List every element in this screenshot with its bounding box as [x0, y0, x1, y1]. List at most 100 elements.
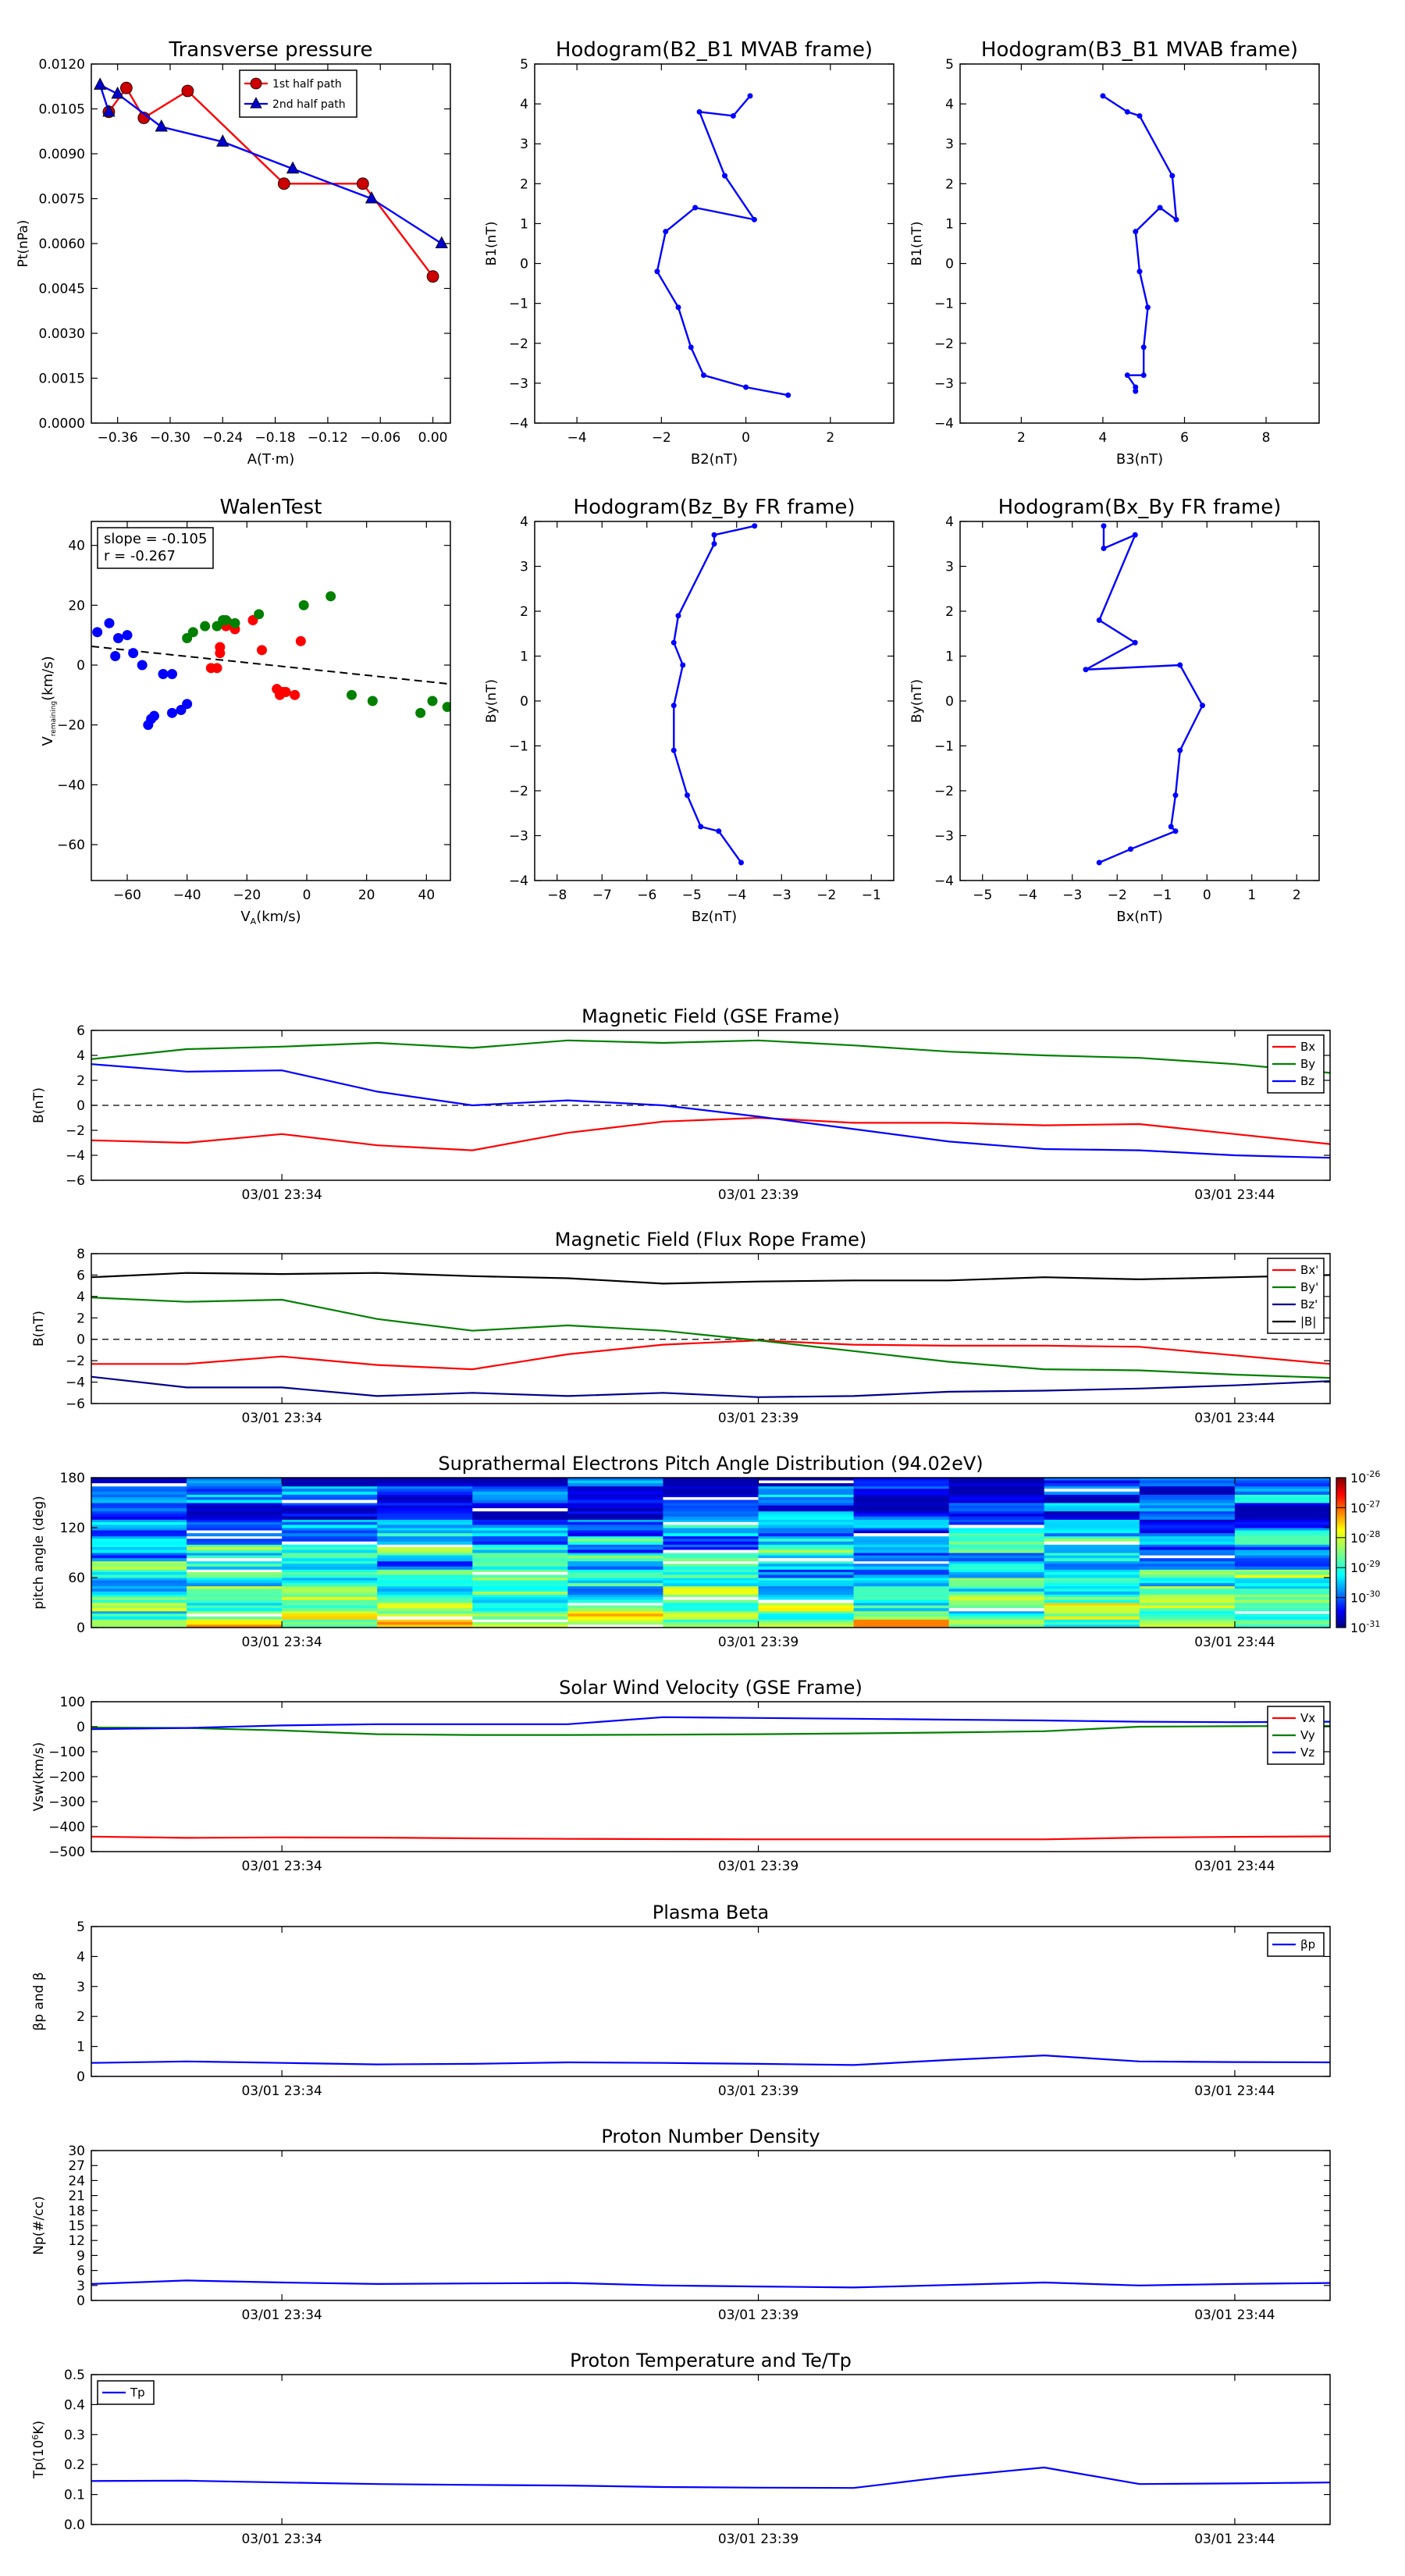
heatmap-cell: [187, 1546, 283, 1550]
heatmap-cell: [1234, 1480, 1330, 1484]
x-tick-label: −3: [1062, 888, 1082, 903]
heatmap-cell: [948, 1485, 1045, 1489]
heatmap-cell: [472, 1503, 568, 1507]
heatmap-cell: [1139, 1564, 1236, 1567]
heatmap-cell: [948, 1610, 1045, 1614]
heatmap-cell: [1139, 1550, 1236, 1553]
y-tick-label: 100: [60, 1695, 85, 1710]
heatmap-cell: [91, 1525, 187, 1528]
heatmap-cell: [567, 1525, 663, 1528]
y-tick-label: 0: [76, 1332, 85, 1348]
plot-area: [91, 1478, 1330, 1628]
heatmap-cell: [1234, 1485, 1330, 1489]
heatmap-cell: [567, 1541, 663, 1545]
heatmap-cell: [948, 1550, 1045, 1553]
heatmap-cell: [853, 1608, 950, 1612]
heatmap-cell: [663, 1508, 759, 1512]
series-s1-line: [91, 2279, 1330, 2289]
heatmap-cell: [1234, 1578, 1330, 1582]
heatmap-cell: [1044, 1496, 1140, 1500]
heatmap-cell: [472, 1516, 568, 1520]
heatmap-cell: [663, 1603, 759, 1606]
legend-label: By': [1300, 1280, 1318, 1294]
x-tick-label: 03/01 23:39: [718, 1859, 799, 1874]
heatmap-cell: [663, 1516, 759, 1520]
heatmap-cell: [1044, 1619, 1140, 1623]
heatmap-cell: [472, 1603, 568, 1606]
y-tick-label: 0.0075: [39, 192, 85, 208]
heatmap-cell: [758, 1553, 855, 1557]
heatmap-cell: [472, 1578, 568, 1582]
heatmap-cell: [282, 1564, 378, 1567]
y-tick-label: 6: [76, 2264, 85, 2279]
heatmap-cell: [948, 1594, 1045, 1598]
y-tick-label: 2: [945, 604, 954, 620]
heatmap-cell: [1044, 1535, 1140, 1539]
heatmap-cell: [758, 1566, 855, 1570]
heatmap-cell: [187, 1585, 283, 1589]
x-tick-label: 0.00: [418, 430, 448, 446]
heatmap-cell: [1044, 1585, 1140, 1589]
heatmap-cell: [1139, 1583, 1236, 1587]
heatmap-cell: [567, 1596, 663, 1600]
series-bz-line: [91, 1375, 1330, 1398]
legend: 1st half path 2nd half path: [239, 69, 357, 118]
heatmap-cell: [282, 1580, 378, 1584]
heatmap-cell: [663, 1478, 759, 1482]
y-tick-label: 40: [68, 539, 85, 554]
heatmap-cell: [948, 1596, 1045, 1600]
heatmap-cell: [472, 1510, 568, 1514]
heatmap-cell: [282, 1480, 378, 1484]
x-tick-label: 6: [1180, 430, 1189, 446]
series-s3-point: [229, 617, 240, 628]
y-tick-label: 0.4: [64, 2397, 85, 2413]
heatmap-cell: [758, 1555, 855, 1559]
heatmap-cell: [377, 1566, 473, 1570]
heatmap-cell: [377, 1594, 473, 1598]
heatmap-cell: [1234, 1541, 1330, 1545]
heatmap-cell: [1139, 1596, 1236, 1600]
heatmap-cell: [1044, 1530, 1140, 1534]
heatmap-cell: [1139, 1580, 1236, 1584]
heatmap-cell: [663, 1514, 759, 1517]
heatmap-cell: [948, 1583, 1045, 1587]
series-s1-point: [104, 617, 115, 628]
heatmap-cell: [282, 1533, 378, 1537]
series-1st-half-path-point: [181, 84, 194, 98]
y-tick-label: −2: [934, 784, 954, 799]
series-1st-half-path-point: [356, 177, 369, 190]
heatmap-cell: [472, 1541, 568, 1545]
heatmap-cell: [663, 1500, 759, 1503]
heatmap-cell: [758, 1528, 855, 1532]
heatmap-cell: [663, 1578, 759, 1582]
heatmap-cell: [663, 1574, 759, 1578]
heatmap-cell: [282, 1500, 378, 1503]
heatmap-cell: [758, 1608, 855, 1612]
heatmap-cell: [1044, 1571, 1140, 1575]
heatmap-cell: [91, 1558, 187, 1562]
heatmap-cell: [472, 1621, 568, 1625]
x-tick-label: −5: [973, 888, 992, 903]
heatmap-cell: [663, 1624, 759, 1628]
heatmap-cell: [853, 1553, 950, 1557]
heatmap-cell: [853, 1566, 950, 1570]
heatmap-cell: [472, 1550, 568, 1553]
heatmap-cell: [758, 1496, 855, 1500]
heatmap-cell: [377, 1569, 473, 1573]
x-axis-label: A(T·m): [247, 451, 295, 468]
series-s1-point: [158, 669, 169, 679]
heatmap-cell: [472, 1533, 568, 1537]
x-tick-label: −3: [772, 888, 791, 903]
heatmap-cell: [1139, 1533, 1236, 1537]
x-tick-label: 0: [303, 888, 311, 903]
y-tick-label: 18: [68, 2204, 85, 2219]
heatmap-cell: [853, 1525, 950, 1528]
heatmap-cell: [948, 1528, 1045, 1532]
heatmap-cell: [377, 1546, 473, 1550]
annotation-text: slope = -0.105: [104, 531, 207, 547]
legend-label: βp: [1300, 1937, 1315, 1952]
heatmap-cell: [91, 1530, 187, 1534]
heatmap-cell: [567, 1489, 663, 1493]
heatmap-cell: [1139, 1544, 1236, 1548]
plot-area: [91, 1716, 1330, 1841]
